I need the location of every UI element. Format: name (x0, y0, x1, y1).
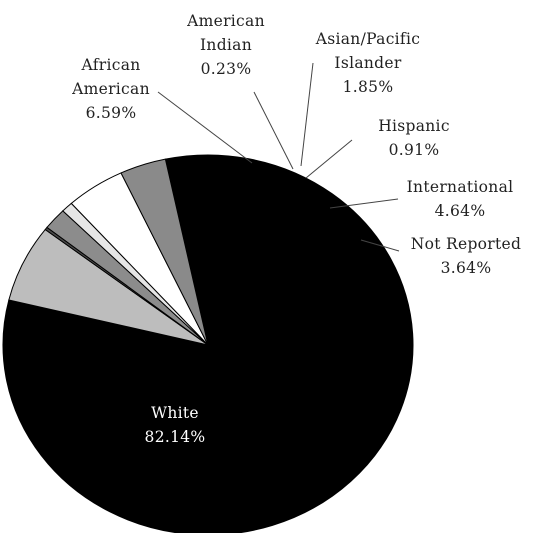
leader-line-5 (329, 198, 399, 209)
slice-label-line: American (186, 12, 265, 30)
slice-label-line: 3.64% (441, 259, 492, 277)
pie-slice-6 (120, 158, 209, 346)
slice-label-line: 4.64% (435, 202, 486, 220)
slice-label-line: 0.91% (389, 141, 440, 159)
slice-label-3: Asian/Pacific Islander 1.85% (315, 30, 420, 96)
leader-line-3 (300, 62, 314, 167)
slice-label-line: 6.59% (86, 104, 137, 122)
slice-label-line: African (80, 56, 140, 74)
slice-labels: White 82.14% African American 6.59% American I… (71, 12, 521, 446)
slice-label-line: International (407, 178, 514, 196)
slice-label-1: African American 6.59% (71, 56, 150, 122)
slice-label-4: Hispanic 0.91% (378, 117, 450, 159)
leader-line-6 (360, 239, 400, 252)
slice-label-line: Indian (200, 36, 252, 54)
slice-label-line: Hispanic (378, 117, 450, 135)
slice-label-line: White (151, 404, 199, 422)
leader-line-1 (157, 91, 253, 164)
slice-label-line: Not Reported (411, 235, 521, 253)
slice-label-2: American Indian 0.23% (186, 12, 265, 78)
slice-label-line: 0.23% (201, 60, 252, 78)
slice-label-line: 1.85% (343, 78, 394, 96)
slice-label-line: Islander (334, 54, 401, 72)
leader-lines (157, 62, 400, 252)
slice-label-5: International 4.64% (407, 178, 514, 220)
leader-line-2 (253, 91, 294, 170)
pie-slices (2, 154, 414, 533)
slice-label-line: 82.14% (145, 428, 206, 446)
slice-label-0: White 82.14% (145, 404, 206, 446)
slice-label-line: Asian/Pacific (315, 30, 420, 48)
slice-label-6: Not Reported 3.64% (411, 235, 521, 277)
slice-label-line: American (71, 80, 150, 98)
leader-line-4 (305, 139, 353, 179)
